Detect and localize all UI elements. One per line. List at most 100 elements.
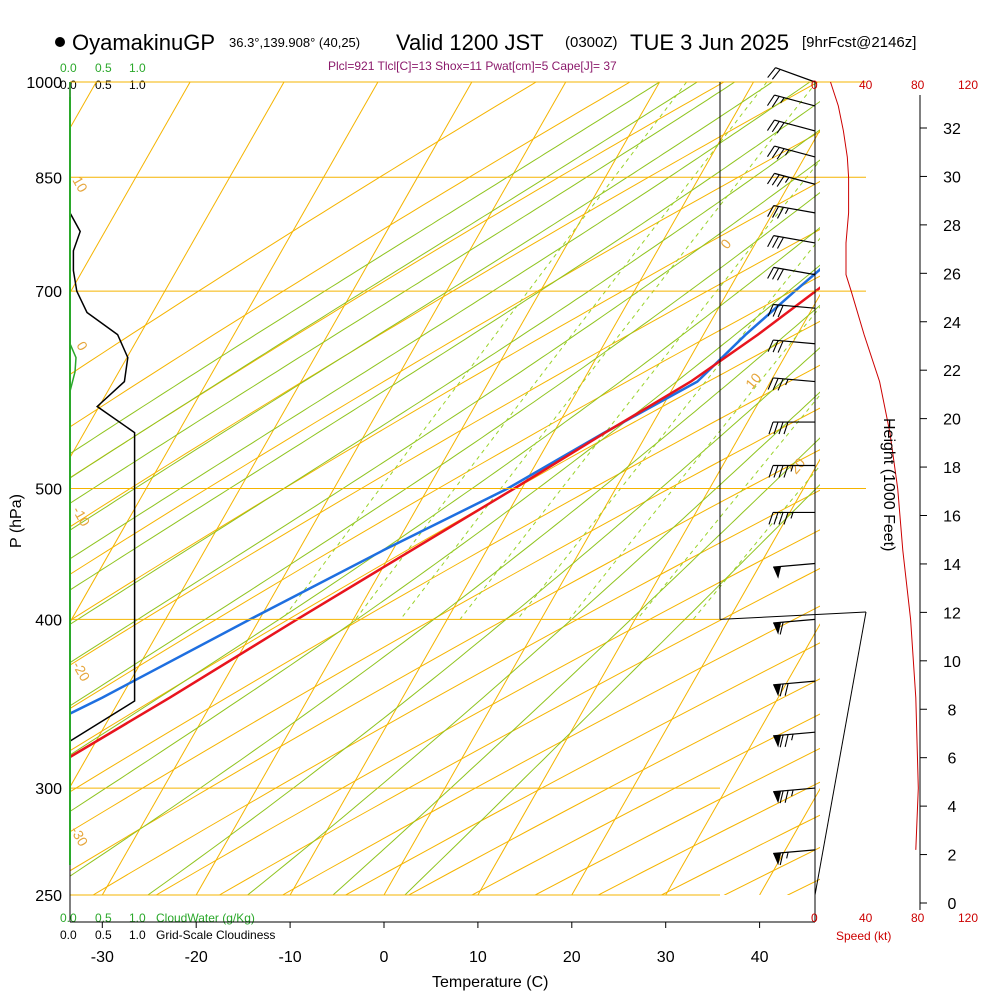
moist-adiabat: [70, 304, 820, 877]
wind-barb-full: [776, 175, 785, 187]
wind-barb-full: [777, 378, 784, 391]
wind-barb-flag: [773, 684, 782, 697]
wind-barb-flag: [773, 622, 782, 635]
wind-barb-full: [784, 734, 789, 747]
wind-barb-full: [771, 121, 780, 133]
moist-adiabat: [70, 82, 811, 560]
height-tick-label: 6: [948, 751, 957, 768]
speed-tick-top-1: 40: [859, 78, 873, 92]
legend-top-black-0: 0.0: [60, 78, 77, 92]
wind-barb: [773, 787, 816, 804]
legend-bottom-green-1: 0.5: [95, 911, 112, 925]
wind-barb-full: [776, 237, 784, 249]
wind-barb-half: [791, 733, 794, 741]
wind-barb-full: [779, 683, 784, 697]
wind-barb: [767, 204, 816, 219]
height-tick-label: 2: [948, 848, 957, 865]
wind-barb-full: [768, 421, 774, 435]
dry-adiabat: [70, 228, 820, 666]
wind-barb-full: [767, 339, 774, 352]
legend-cloudwater-label: CloudWater (g/Kg): [156, 911, 255, 925]
pressure-tick-label: 500: [35, 482, 62, 499]
valid-time: Valid 1200 JST: [396, 30, 544, 55]
wind-barb-full: [783, 512, 789, 525]
height-tick-label: 10: [943, 654, 961, 671]
legend-cloudiness-label: Grid-Scale Cloudiness: [156, 928, 275, 942]
wind-barb-flag: [773, 735, 782, 748]
speed-tick-bottom-3: 120: [958, 911, 978, 925]
dry-adiabat: [70, 275, 820, 710]
height-tick-label: 14: [943, 557, 961, 574]
temperature-line: [70, 286, 820, 759]
wind-barb-half: [791, 789, 794, 797]
height-tick-label: 8: [948, 702, 957, 719]
height-tick-label: 12: [943, 605, 961, 622]
moist-adiabat: [404, 483, 820, 895]
dry-adiabat: [70, 320, 820, 752]
wind-barb-full: [777, 305, 784, 318]
wind-barb-full: [778, 421, 784, 435]
pressure-tick-label: 300: [35, 781, 62, 798]
wind-barb-full: [773, 512, 779, 525]
wind-barbs: [767, 67, 816, 866]
pressure-tick-label: 700: [35, 284, 62, 301]
legend-bottom-black-0: 0.0: [60, 928, 77, 942]
moist-adiabat: [70, 82, 698, 479]
height-tick-label: 18: [943, 460, 961, 477]
dry-adiabat: [70, 180, 820, 621]
x-axis-label: Temperature (C): [432, 974, 548, 991]
wind-barb-full: [767, 145, 775, 157]
wind-barb-shaft: [774, 119, 816, 132]
dry-adiabat: [70, 407, 820, 833]
wind-barb-full: [784, 683, 789, 696]
pressure-tick-label: 400: [35, 612, 62, 629]
wind-barb-full: [772, 304, 779, 317]
wind-barb-full: [767, 377, 774, 390]
wind-barb-full: [779, 622, 784, 635]
indices-line: Plcl=921 Tlcl[C]=13 Shox=11 Pwat[cm]=5 C…: [328, 59, 617, 73]
wind-barb-full: [778, 465, 784, 478]
wind-barb-full: [768, 512, 774, 525]
wind-barb: [773, 618, 816, 635]
moist-adiabat: [332, 437, 820, 895]
legend-top-green-1: 0.5: [95, 61, 112, 75]
wind-barb-full: [771, 96, 780, 108]
wind-barb-shaft: [773, 618, 816, 624]
wind-barb-shaft: [774, 94, 816, 107]
wind-barb-half: [790, 512, 794, 519]
speed-tick-top-0: 0: [811, 78, 818, 92]
wind-barb-shaft: [775, 67, 816, 83]
height-tick-label: 30: [943, 169, 961, 186]
moist-adiabat: [247, 391, 820, 895]
wind-speed-profile: [830, 81, 919, 850]
speed-axis-label: Speed (kt): [836, 929, 891, 943]
legend-bottom-green-2: 1.0: [129, 911, 146, 925]
dry-adiabat: [70, 82, 725, 479]
wind-barb-full: [779, 790, 784, 804]
speed-tick-top-3: 120: [958, 78, 978, 92]
dry-adiabat: [70, 82, 631, 428]
wind-barb-half: [790, 465, 794, 472]
wind-barb: [767, 266, 816, 281]
legend-top-black-1: 0.5: [95, 78, 112, 92]
wind-barb-flag: [773, 791, 782, 804]
height-tick-label: 32: [943, 121, 961, 138]
wind-barb-full: [772, 378, 779, 391]
wind-barb-full: [779, 734, 784, 748]
moist-adiabat: [70, 226, 820, 756]
wind-barb-half: [780, 97, 785, 104]
wind-barb-full: [776, 268, 784, 281]
wind-barb-full: [776, 148, 785, 160]
isotherm-line: [70, 82, 285, 459]
wind-barb-flag: [773, 852, 782, 866]
station-coords: 36.3°,139.908° (40,25): [229, 35, 360, 50]
wind-barb-shaft: [773, 235, 816, 244]
wind-barb-shaft: [773, 204, 816, 214]
isotherm-line: [70, 82, 191, 294]
wind-barb: [767, 339, 816, 353]
dry-adiabat: [344, 642, 820, 895]
moist-adiabat: [70, 129, 820, 625]
wind-barb-half: [784, 207, 789, 214]
wind-barb-full: [779, 852, 784, 866]
